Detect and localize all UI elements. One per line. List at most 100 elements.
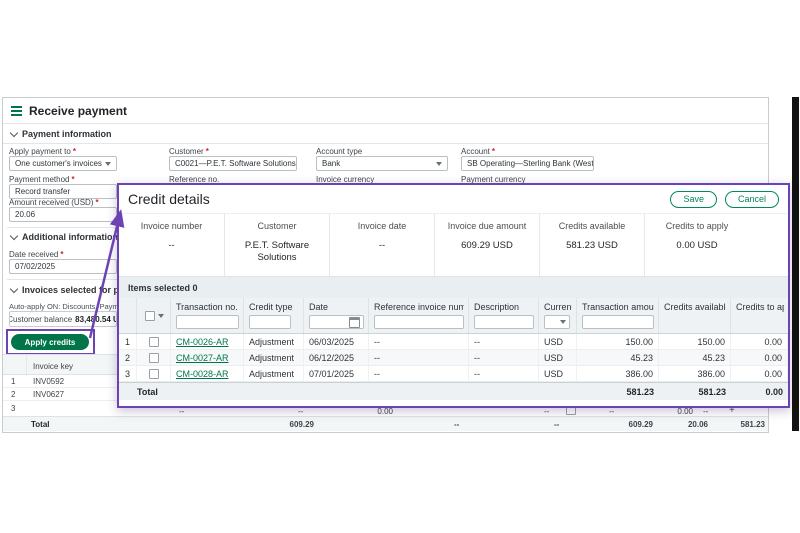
invoice-row[interactable]: 3 -- -- 0.00 -- -- 0.00 -- + — [3, 401, 768, 416]
customer-balance: Customer balance 83,480.54 U — [9, 311, 117, 327]
section-payment-information[interactable]: Payment information — [9, 128, 112, 139]
row-number-column — [119, 298, 137, 333]
amount-received-input[interactable] — [9, 207, 117, 222]
column-credits-to-apply[interactable]: Credits to apply — [736, 302, 784, 312]
credits-available-cell: 45.23 — [659, 350, 731, 365]
account-type-select[interactable]: Bank — [316, 156, 448, 171]
date-cell: 06/03/2025 — [304, 334, 369, 349]
row-checkbox[interactable] — [148, 352, 159, 363]
reference-invoice-filter[interactable] — [374, 315, 464, 329]
required-marker: * — [60, 250, 64, 259]
credits-table-header: Transaction no. Credit type Date Referen… — [119, 298, 788, 334]
section-additional-information[interactable]: Additional information — [9, 231, 118, 242]
divider — [7, 279, 117, 280]
row-checkbox[interactable] — [148, 368, 159, 379]
grid-cell: 0.00 — [377, 407, 393, 416]
credits-to-apply-cell[interactable]: 0.00 — [731, 350, 788, 365]
account-select[interactable]: SB Operating—Sterling Bank (West)(USD) — [461, 156, 594, 171]
save-button[interactable]: Save — [670, 190, 717, 208]
customer-select[interactable]: C0021—P.E.T. Software Solutions — [169, 156, 297, 171]
dropdown-arrow-icon — [436, 161, 442, 166]
invoice-key-cell: INV0627 — [33, 390, 65, 399]
credits-to-apply-cell[interactable]: 0.00 — [731, 366, 788, 381]
apply-credits-button[interactable]: Apply credits — [11, 334, 89, 350]
total-label: Total — [137, 386, 158, 397]
payment-method-input[interactable] — [9, 184, 117, 199]
transaction-link[interactable]: CM-0027-AR — [176, 352, 229, 363]
invoice-key-cell: INV0592 — [33, 377, 65, 386]
dropdown-arrow-icon — [105, 161, 111, 166]
grid-cell: -- — [609, 407, 615, 416]
column-credits-available[interactable]: Credits available — [659, 298, 731, 333]
total-cell: 609.29 — [628, 420, 653, 429]
total-cell: 609.29 — [289, 420, 314, 429]
total-cell: -- — [554, 420, 560, 429]
transaction-link[interactable]: CM-0028-AR — [176, 368, 229, 379]
transaction-amount-cell: 45.23 — [577, 350, 659, 365]
row-checkbox[interactable] — [148, 336, 159, 347]
date-cell: 06/12/2025 — [304, 350, 369, 365]
add-row-icon[interactable]: + — [729, 405, 735, 416]
credit-type-filter[interactable] — [249, 315, 291, 329]
description-cell: -- — [469, 334, 539, 349]
menu-icon[interactable] — [11, 105, 22, 116]
column-transaction-amount[interactable]: Transaction amount — [577, 298, 659, 333]
total-cell: 20.06 — [687, 420, 708, 429]
grid-cell: -- — [544, 407, 550, 416]
summary-credits-to-apply: Credits to apply 0.00 USD — [644, 214, 749, 276]
chevron-down-icon — [9, 128, 19, 138]
transaction-link[interactable]: CM-0026-AR — [176, 336, 229, 347]
total-label: Total — [31, 420, 50, 429]
date-received-input[interactable] — [9, 259, 117, 274]
row-number: 2 — [119, 350, 137, 365]
credits-available-cell: 150.00 — [659, 334, 731, 349]
transaction-no-filter[interactable] — [176, 315, 239, 329]
calendar-icon[interactable] — [349, 316, 360, 328]
reference-cell: -- — [369, 366, 469, 381]
credit-type-cell: Adjustment — [244, 366, 304, 381]
currency-filter[interactable] — [544, 315, 570, 329]
reference-cell: -- — [369, 334, 469, 349]
required-marker: * — [205, 147, 209, 156]
account-label: Account * — [461, 147, 496, 156]
credits-total-row: Total 581.23 581.23 0.00 — [119, 382, 788, 400]
currency-cell: USD — [539, 334, 577, 349]
description-cell: -- — [469, 350, 539, 365]
total-transaction-amount: 581.23 — [626, 386, 654, 397]
transaction-amount-cell: 150.00 — [577, 334, 659, 349]
column-credit-type[interactable]: Credit type — [244, 298, 304, 333]
row-number: 1 — [11, 377, 16, 386]
total-credits-available: 581.23 — [698, 386, 726, 397]
apply-payment-to-select[interactable]: One customer's invoices — [9, 156, 117, 171]
divider — [7, 227, 117, 228]
currency-cell: USD — [539, 350, 577, 365]
transaction-amount-filter[interactable] — [582, 315, 654, 329]
credit-row: 2 CM-0027-AR Adjustment 06/12/2025 -- --… — [119, 350, 788, 366]
summary-customer: Customer P.E.T. Software Solutions — [224, 214, 329, 276]
payment-currency-label: Payment currency — [461, 175, 526, 184]
summary-invoice-due-amount: Invoice due amount 609.29 USD — [434, 214, 539, 276]
required-marker: * — [72, 147, 76, 156]
column-description[interactable]: Description — [469, 298, 539, 333]
chevron-down-icon[interactable] — [157, 313, 164, 318]
description-filter[interactable] — [474, 315, 534, 329]
column-currency[interactable]: Currency — [539, 298, 577, 333]
credits-to-apply-cell[interactable]: 0.00 — [731, 334, 788, 349]
column-reference-invoice-number[interactable]: Reference invoice number — [369, 298, 469, 333]
chevron-down-icon — [9, 284, 19, 294]
column-transaction-no[interactable]: Transaction no. — [171, 298, 244, 333]
section-invoices-selected[interactable]: Invoices selected for payment — [9, 284, 151, 295]
summary-invoice-number: Invoice number -- — [140, 221, 203, 251]
divider — [3, 143, 768, 144]
cancel-button[interactable]: Cancel — [724, 190, 779, 208]
row-number: 1 — [119, 334, 137, 349]
invoice-currency-label: Invoice currency — [316, 175, 375, 184]
credit-row: 1 CM-0026-AR Adjustment 06/03/2025 -- --… — [119, 334, 788, 350]
date-filter[interactable] — [309, 315, 364, 329]
select-all-checkbox[interactable] — [144, 310, 155, 321]
column-date[interactable]: Date — [304, 298, 369, 333]
description-cell: -- — [469, 366, 539, 381]
account-type-label: Account type — [316, 147, 363, 156]
modal-header: Credit details Save Cancel — [119, 185, 788, 213]
